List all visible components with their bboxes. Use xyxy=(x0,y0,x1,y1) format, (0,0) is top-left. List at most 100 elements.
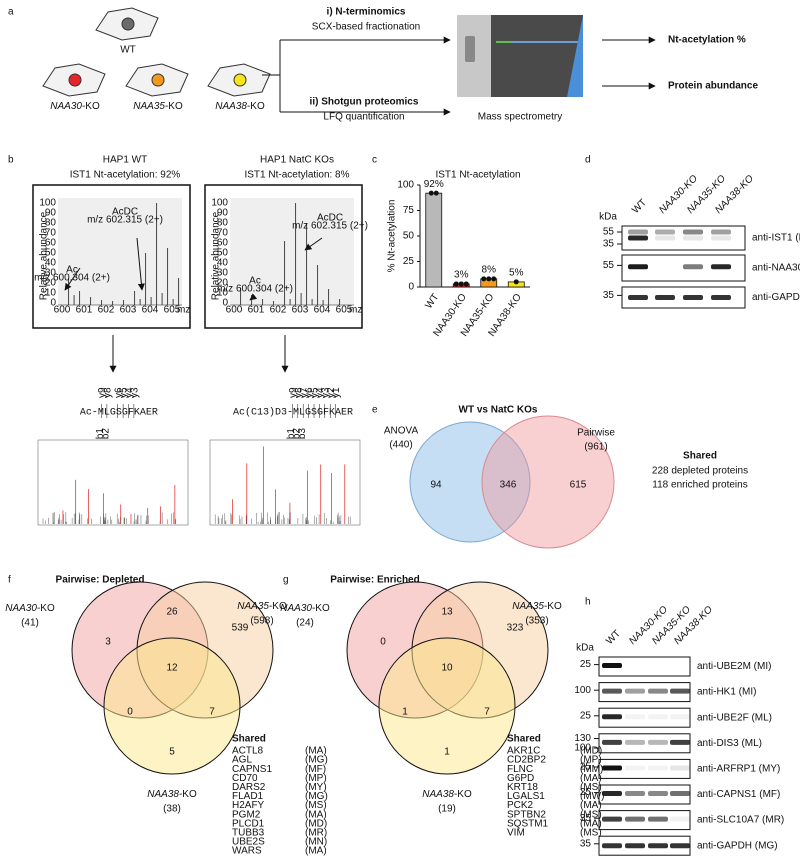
band xyxy=(648,688,668,694)
route-subtitle: LFQ quantification xyxy=(323,112,404,123)
marker-label: 55 xyxy=(603,227,615,238)
x-tick-label: 600 xyxy=(226,305,243,316)
y-tick-label: 30 xyxy=(45,268,57,279)
region-count: 26 xyxy=(166,607,178,618)
band xyxy=(683,229,703,235)
band xyxy=(711,295,731,300)
ion-label: y9 xyxy=(97,387,108,398)
shared-protein: AGL xyxy=(232,755,252,766)
value-label: 5% xyxy=(509,268,524,279)
shared-protein: FLNC xyxy=(507,764,533,775)
y-tick-label: 50 xyxy=(45,248,57,259)
y-tick-label: 80 xyxy=(217,218,229,229)
band xyxy=(670,688,690,694)
instrument-slot xyxy=(465,36,475,62)
unit-label: kDa xyxy=(599,212,617,223)
band xyxy=(670,739,690,745)
ko-suffix: -KO xyxy=(247,101,265,112)
band xyxy=(625,688,645,694)
band xyxy=(683,264,703,270)
shared-class: (MG) xyxy=(305,791,328,802)
blot xyxy=(598,733,691,754)
gene-name: NAA38 xyxy=(422,789,454,800)
y-tick-label: 30 xyxy=(217,268,229,279)
value-label: 92% xyxy=(424,179,444,190)
set-total: (353) xyxy=(525,616,548,627)
venn-title: WT vs NatC KOs xyxy=(459,405,538,416)
bar xyxy=(425,192,443,288)
region-count: 5 xyxy=(169,747,175,758)
instrument-label: Mass spectrometry xyxy=(478,112,562,123)
ion-label: y6 xyxy=(113,387,124,398)
region-count: 10 xyxy=(441,663,453,674)
msms-frame xyxy=(209,439,361,526)
gene-name: NAA38 xyxy=(215,101,247,112)
shared-class: (MR) xyxy=(305,828,327,839)
set-label: NAA35-KO xyxy=(237,601,287,612)
peak-name: Ac xyxy=(66,265,78,276)
route-title: ii) Shotgun proteomics xyxy=(310,97,419,108)
ion-label: y8 xyxy=(103,387,114,398)
antibody-label: anti-GAPDH (MG) xyxy=(697,840,778,851)
set-name: Pairwise xyxy=(577,428,615,439)
set-total: (19) xyxy=(438,804,456,815)
ion-label: y6 xyxy=(304,387,315,398)
band xyxy=(628,235,648,241)
set-total: (38) xyxy=(163,804,181,815)
shared-protein: CD2BP2 xyxy=(507,755,546,766)
region-count: 3 xyxy=(105,637,111,648)
antibody-label: anti-HK1 (MI) xyxy=(697,687,756,698)
ion-label: b2 xyxy=(291,428,302,440)
x-tick-label: 601 xyxy=(76,305,93,316)
band xyxy=(625,714,645,720)
band xyxy=(655,229,675,235)
panel-label: f xyxy=(8,575,11,586)
replicate-point xyxy=(513,279,519,285)
x-tick-label: 602 xyxy=(270,305,287,316)
panel-label: h xyxy=(585,597,591,608)
band xyxy=(602,739,622,745)
ko-suffix: -KO xyxy=(454,789,472,800)
arrow xyxy=(64,267,81,291)
marker-label: 35 xyxy=(603,239,615,250)
shared-line: 228 depleted proteins xyxy=(652,466,748,477)
band xyxy=(648,739,668,745)
set-total: (598) xyxy=(250,616,273,627)
blot xyxy=(598,707,691,728)
antibody-label: anti-ARFRP1 (MY) xyxy=(697,764,780,775)
y-tick-label: 100 xyxy=(39,198,56,209)
y-tick-label: 10 xyxy=(45,288,57,299)
band xyxy=(670,765,690,771)
shared-title: Shared xyxy=(683,451,717,462)
y-tick-label: 25 xyxy=(403,256,415,267)
marker-label: 25 xyxy=(580,762,592,773)
chart-title: IST1 Nt-acetylation xyxy=(435,170,520,181)
lane-label: WT xyxy=(630,197,649,216)
set-label: NAA30-KO xyxy=(280,603,330,614)
y-tick-label: 0 xyxy=(408,282,414,293)
region-count: 0 xyxy=(127,707,133,718)
ion-label: b1 xyxy=(286,428,297,440)
ion-label: y4 xyxy=(124,387,135,398)
region-count: 7 xyxy=(484,707,490,718)
shared-class: (MY) xyxy=(305,782,327,793)
band xyxy=(602,816,622,822)
y-tick-label: 60 xyxy=(217,238,229,249)
band xyxy=(648,843,668,849)
y-tick-label: 90 xyxy=(45,208,57,219)
ion-label: b2 xyxy=(101,428,112,440)
shared-class: (MF) xyxy=(305,764,326,775)
marker-label: 55 xyxy=(603,260,615,271)
panel-label: d xyxy=(585,155,591,166)
band xyxy=(628,264,648,270)
y-tick-label: 100 xyxy=(397,180,414,191)
shared-protein: AKR1C xyxy=(507,746,540,757)
x-tick-label: 604 xyxy=(142,305,159,316)
band xyxy=(628,229,648,235)
band xyxy=(670,714,690,720)
band xyxy=(711,235,731,241)
y-tick-label: 75 xyxy=(403,205,415,216)
band xyxy=(602,765,622,771)
y-tick-label: 10 xyxy=(217,288,229,299)
